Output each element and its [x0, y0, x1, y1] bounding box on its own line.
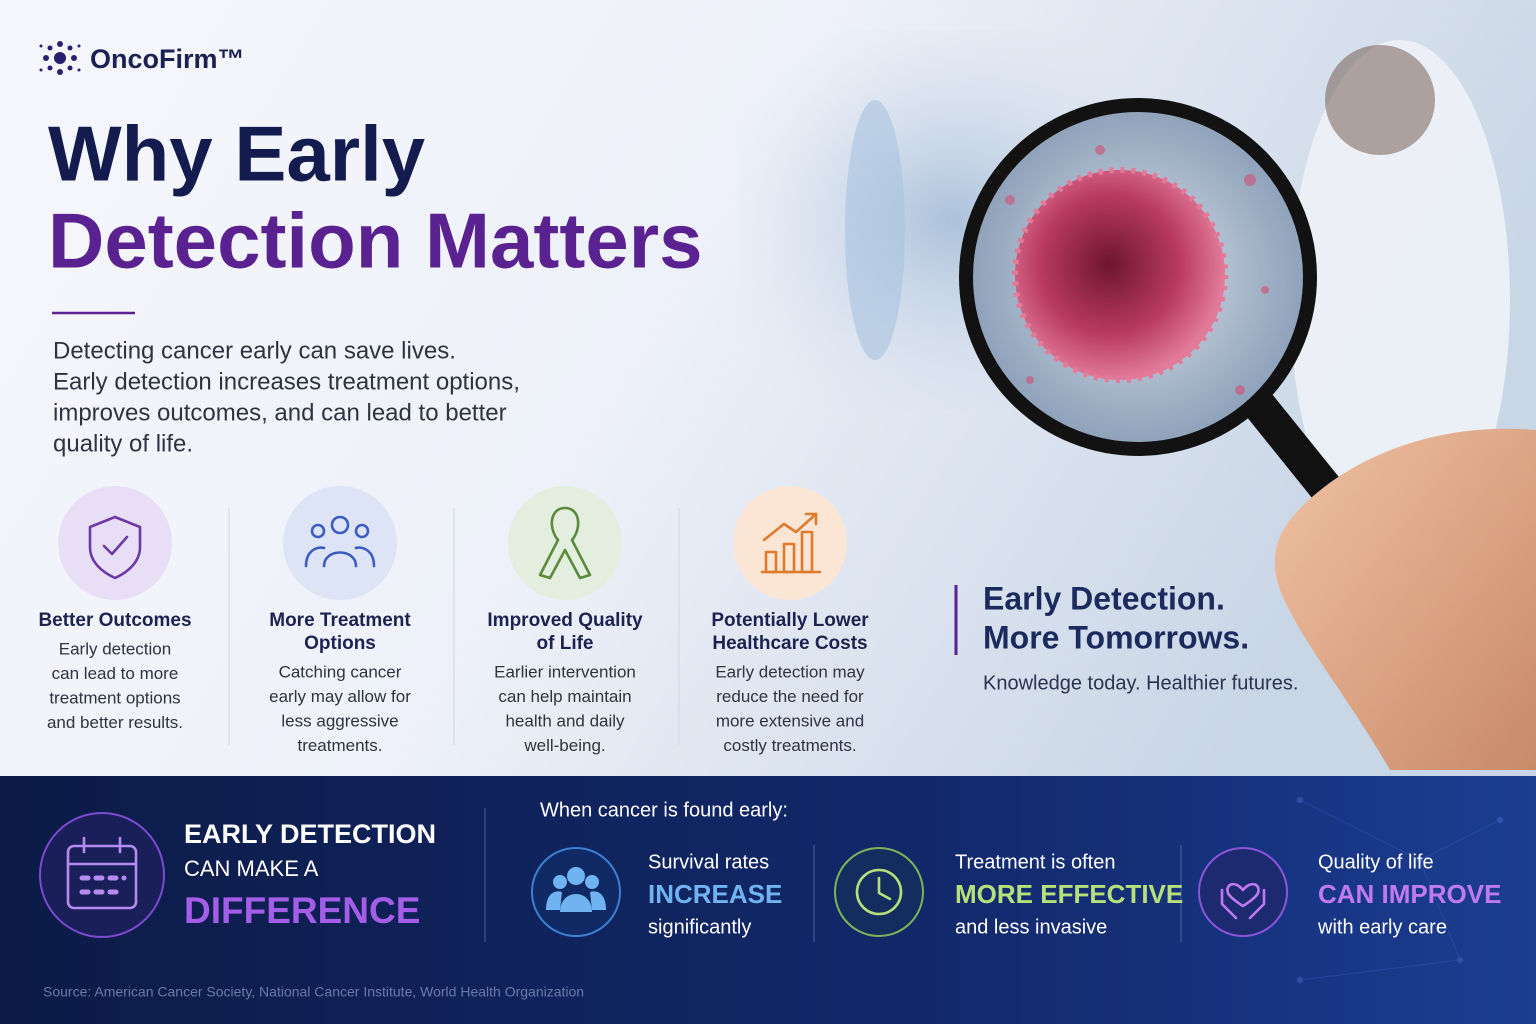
- source: Source: American Cancer Society, Nationa…: [43, 984, 584, 1000]
- stat-highlight: INCREASE: [648, 879, 782, 909]
- hand: [1274, 428, 1536, 770]
- benefit-title: Better Outcomes: [38, 610, 191, 631]
- benefit-text: Catching cancer: [279, 662, 402, 681]
- benefit-text: can help maintain: [498, 687, 631, 706]
- stat-text: Quality of life: [1318, 851, 1434, 873]
- benefit-title: of Life: [537, 633, 594, 654]
- tagline-title: Early Detection.: [983, 580, 1225, 616]
- banner-lead: CAN MAKE A: [184, 856, 319, 881]
- intro-line: improves outcomes, and can lead to bette…: [53, 399, 507, 426]
- benefit-text: can lead to more: [52, 664, 179, 683]
- benefit-text: reduce the need for: [716, 687, 864, 706]
- network: [1296, 796, 1504, 984]
- scientist: [1290, 40, 1510, 560]
- particles: [1005, 145, 1269, 395]
- benefit-text: Early detection: [59, 639, 171, 658]
- stat-text: and less invasive: [955, 916, 1107, 938]
- benefit-icons: [88, 506, 822, 580]
- calendar-circle: [39, 812, 165, 938]
- benefit-icon-circle: [58, 486, 172, 600]
- stat-highlight: MORE EFFECTIVE: [955, 879, 1183, 909]
- intro-line: Detecting cancer early can save lives.: [53, 337, 456, 364]
- benefit-title: Healthcare Costs: [712, 633, 867, 654]
- banner-lead: DIFFERENCE: [184, 890, 420, 931]
- benefit-text: Earlier intervention: [494, 662, 636, 681]
- stat-text: significantly: [648, 916, 751, 938]
- benefit-text: Early detection may: [715, 662, 865, 681]
- brand-name: OncoFirm™: [90, 44, 245, 74]
- stat-text: Treatment is often: [955, 851, 1115, 873]
- logo-icon: [39, 41, 81, 75]
- benefit-text: less aggressive: [281, 711, 398, 730]
- benefit-icon-circle: [508, 486, 622, 600]
- banner-intro: When cancer is found early:: [540, 799, 788, 821]
- intro: Detecting cancer early can save lives. Ea…: [53, 337, 520, 457]
- benefit-text: and better results.: [47, 713, 183, 732]
- benefit-title: Potentially Lower: [711, 610, 869, 631]
- tagline-subtitle: Knowledge today. Healthier futures.: [983, 672, 1298, 694]
- intro-line: quality of life.: [53, 430, 193, 457]
- benefit-text: costly treatments.: [723, 736, 856, 755]
- benefit-title: More Treatment: [269, 610, 411, 631]
- tagline-title: More Tomorrows.: [983, 619, 1249, 655]
- benefit-text: early may allow for: [269, 687, 411, 706]
- scientist-head: [1325, 45, 1435, 155]
- benefits: Better Outcomes Early detection can lead t…: [38, 486, 869, 755]
- benefit-icon-circle: [283, 486, 397, 600]
- stat-text: with early care: [1317, 916, 1447, 938]
- benefit-text: treatments.: [297, 736, 382, 755]
- benefit-title: Options: [304, 633, 376, 654]
- cancer-cell: [1012, 167, 1228, 383]
- benefit-title: Improved Quality: [487, 610, 643, 631]
- benefit-text: well-being.: [523, 736, 605, 755]
- intro-line: Early detection increases treatment opti…: [53, 368, 520, 395]
- stats: Survival rates INCREASE significantly Treat…: [648, 851, 1501, 938]
- benefit-text: health and daily: [505, 711, 625, 730]
- calendar-icon: [66, 836, 138, 910]
- title-line: Detection Matters: [48, 197, 702, 285]
- body-figure: [845, 100, 905, 360]
- stat-text: Survival rates: [648, 851, 769, 873]
- stat-highlight: CAN IMPROVE: [1318, 879, 1501, 909]
- title-line: Why Early: [48, 110, 425, 198]
- banner-lead: EARLY DETECTION: [184, 819, 436, 849]
- stat-icons: [531, 847, 1288, 937]
- benefit-text: more extensive and: [716, 711, 864, 730]
- benefit-text: treatment options: [49, 688, 180, 707]
